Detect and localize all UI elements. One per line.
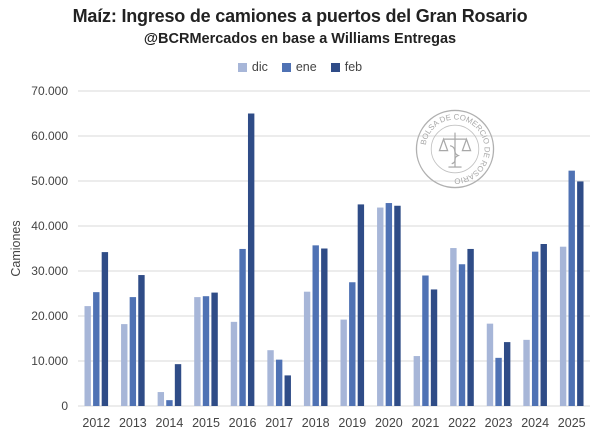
chart-subtitle: @BCRMercados en base a Williams Entregas: [143, 31, 457, 47]
legend-item-ene: ene: [281, 60, 317, 74]
bar-feb-2012: [101, 252, 109, 406]
bar-dic-2022: [450, 248, 457, 406]
bar-dic-2024: [523, 339, 530, 406]
bar-ene-2023: [495, 357, 502, 406]
bar-ene-2016: [239, 248, 246, 406]
bar-ene-2012: [93, 292, 100, 406]
bar-feb-2021: [430, 289, 438, 406]
bar-dic-2017: [267, 350, 274, 406]
x-tick-label: 2014: [156, 416, 184, 430]
legend-swatch-ene: [281, 62, 291, 72]
bar-ene-2013: [129, 297, 137, 406]
x-tick-label: 2015: [192, 416, 220, 430]
legend-label-dic: dic: [251, 60, 268, 74]
bar-dic-2016: [230, 321, 238, 406]
y-tick-label: 50.000: [31, 174, 68, 188]
y-tick-label: 40.000: [31, 219, 68, 233]
bar-dic-2018: [303, 291, 311, 406]
bar-feb-2017: [284, 375, 291, 406]
bar-ene-2020: [385, 203, 393, 406]
bar-dic-2012: [84, 306, 91, 406]
y-tick-label: 20.000: [31, 309, 68, 323]
y-tick-label: 10.000: [31, 354, 68, 368]
bar-feb-2023: [503, 342, 511, 406]
y-tick-label: 30.000: [31, 264, 68, 278]
bar-ene-2018: [312, 245, 319, 406]
bar-ene-2021: [422, 275, 429, 406]
bar-ene-2024: [531, 251, 539, 406]
x-tick-label: 2022: [448, 416, 476, 430]
bar-feb-2014: [174, 364, 182, 406]
x-tick-label: 2021: [412, 416, 440, 430]
x-tick-label: 2020: [375, 416, 403, 430]
bar-dic-2023: [486, 323, 494, 406]
bar-ene-2017: [275, 359, 283, 406]
y-tick-label: 60.000: [31, 129, 68, 143]
legend-label-feb: feb: [344, 60, 363, 74]
x-tick-label: 2019: [338, 416, 366, 430]
legend-swatch-dic: [237, 62, 247, 72]
legend-item-feb: feb: [330, 60, 363, 74]
legend-label-ene: ene: [295, 60, 317, 74]
bar-dic-2019: [340, 319, 347, 406]
bar-feb-2024: [540, 244, 547, 406]
x-tick-label: 2012: [82, 416, 110, 430]
bar-ene-2019: [349, 282, 356, 406]
bar-dic-2021: [413, 356, 421, 406]
bar-dic-2020: [377, 207, 384, 406]
bcr-seal-watermark: BOLSA DE COMERCIO DE ROSARIO: [415, 109, 495, 189]
legend-item-dic: dic: [237, 60, 268, 74]
bar-feb-2025: [577, 181, 584, 406]
bar-feb-2018: [321, 248, 328, 406]
x-tick-label: 2016: [229, 416, 257, 430]
bar-feb-2013: [138, 275, 145, 406]
bar-dic-2015: [194, 297, 201, 406]
y-axis-label: Camiones: [9, 220, 23, 276]
bar-ene-2014: [166, 400, 173, 406]
y-tick-label: 0: [61, 399, 68, 413]
x-tick-label: 2017: [265, 416, 293, 430]
legend: dic ene feb: [0, 60, 600, 74]
chart-title: Maíz: Ingreso de camiones a puertos del …: [72, 6, 528, 26]
x-tick-label: 2024: [521, 416, 549, 430]
y-tick-label: 70.000: [31, 84, 68, 98]
x-tick-label: 2013: [119, 416, 147, 430]
bar-dic-2025: [559, 246, 567, 406]
bar-dic-2013: [121, 324, 128, 406]
bar-dic-2014: [157, 392, 165, 406]
x-tick-label: 2023: [485, 416, 513, 430]
bar-ene-2022: [458, 264, 466, 406]
bar-feb-2022: [467, 248, 474, 406]
bar-feb-2020: [394, 205, 401, 406]
x-tick-label: 2018: [302, 416, 330, 430]
x-tick-label: 2025: [558, 416, 586, 430]
legend-swatch-feb: [330, 62, 340, 72]
bar-feb-2015: [211, 292, 218, 406]
bar-ene-2015: [202, 296, 210, 406]
bar-feb-2016: [247, 113, 255, 406]
bar-feb-2019: [357, 204, 365, 406]
bar-ene-2025: [568, 170, 575, 406]
